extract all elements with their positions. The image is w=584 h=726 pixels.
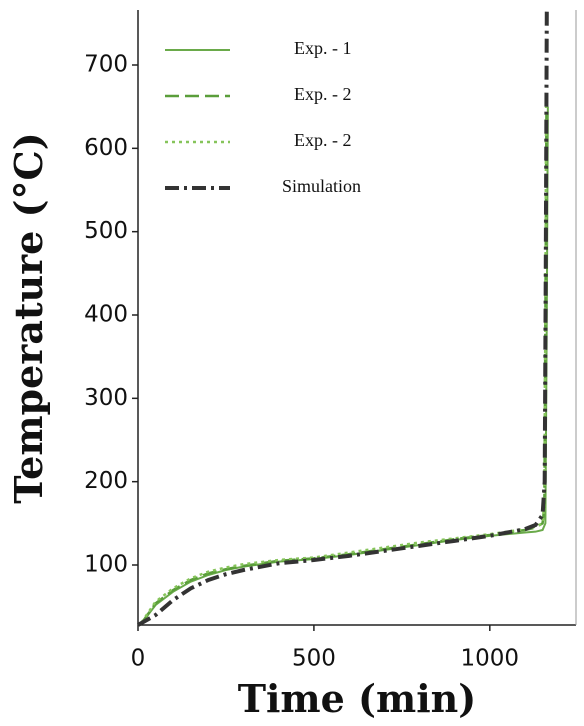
y-tick-label: 500 [84, 218, 128, 244]
y-tick-label: 700 [84, 52, 128, 78]
y-tick-label: 200 [84, 468, 128, 494]
y-tick-label: 400 [84, 302, 128, 328]
x-axis-label: Time (min) [238, 676, 477, 721]
y-tick-label: 600 [84, 135, 128, 161]
x-tick-label: 0 [131, 646, 146, 672]
y-tick-label: 100 [84, 552, 128, 578]
y-axis-label: Temperature (°C) [6, 132, 51, 504]
x-tick-label: 1000 [461, 646, 520, 672]
legend-label: Exp. - 1 [294, 38, 352, 58]
legend-label: Exp. - 2 [294, 130, 352, 150]
series-line [140, 106, 548, 624]
y-tick-label: 300 [84, 385, 128, 411]
legend-label: Exp. - 2 [294, 84, 352, 104]
series-line [137, 9, 549, 627]
legend-label: Simulation [282, 176, 361, 196]
x-tick-label: 500 [292, 646, 336, 672]
